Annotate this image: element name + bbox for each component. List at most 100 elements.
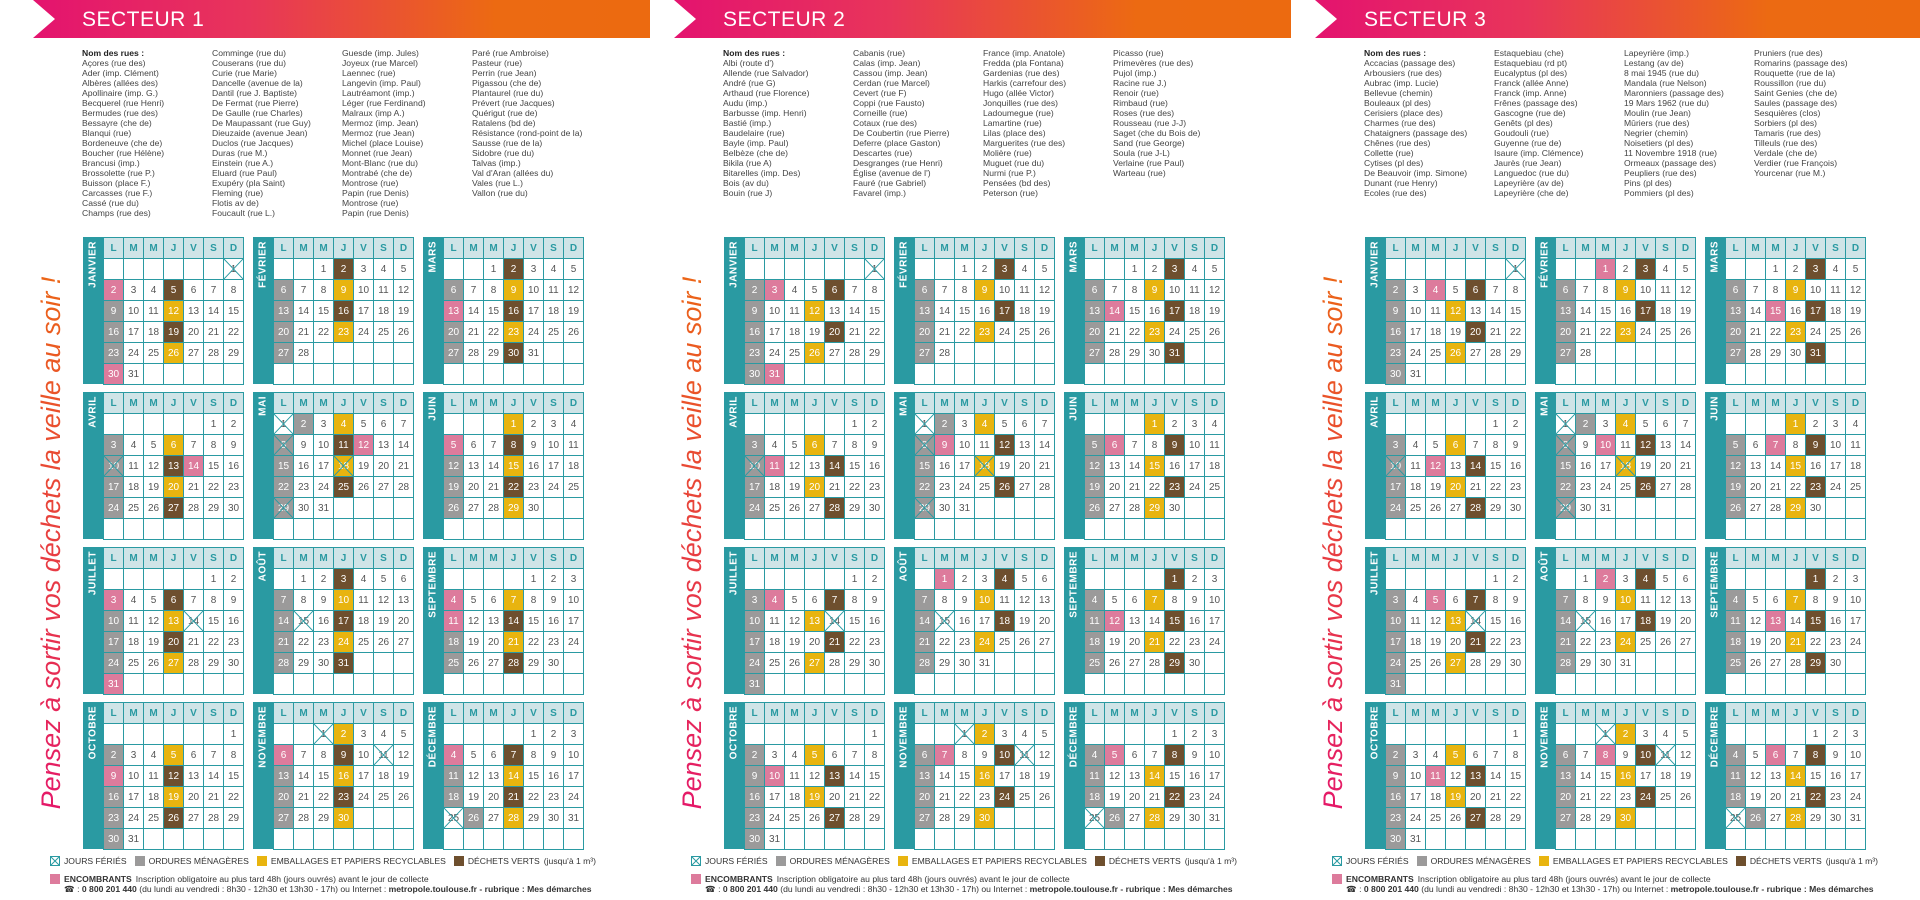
month-mars: MARS L M M J V S D 1 2 3 4 5 6 7 8 9 10 11 12 13 14 15 16 17 18 19… [1064, 237, 1225, 385]
website-link[interactable]: metropole.toulouse.fr - rubrique : Mes d… [388, 884, 592, 894]
empty-cell [163, 363, 183, 384]
empty-cell [393, 807, 413, 828]
month-juin: JUIN L M M J V S D 1 2 3 4 5 6 7 8 9 10 11 12 13 14 15 16 17 18 19… [1064, 392, 1225, 540]
legend: JOURS FÉRIÉS ORDURES MÉNAGÈRES EMBALLAGE… [50, 855, 596, 895]
month-strip [253, 237, 273, 384]
empty-cell [1615, 363, 1635, 384]
website-link[interactable]: metropole.toulouse.fr - rubrique : Mes d… [1670, 884, 1874, 894]
day-cell: 22 [1124, 321, 1144, 342]
day-cell: 25 [1825, 321, 1845, 342]
day-cell: 19 [463, 631, 483, 652]
weekday-header: D [1845, 547, 1865, 568]
weekday-header: J [1144, 547, 1164, 568]
day-cell: 27 [463, 497, 483, 518]
empty-cell [1635, 673, 1655, 694]
day-cell-ordures-menageres: 28 [914, 652, 934, 673]
weekday-header: L [273, 237, 293, 258]
day-cell: 4 [1825, 258, 1845, 279]
website-link[interactable]: metropole.toulouse.fr - rubrique : Mes d… [1029, 884, 1233, 894]
empty-cell [1725, 258, 1745, 279]
day-cell-dechets-verts: 13 [163, 455, 183, 476]
weekday-header: M [784, 237, 804, 258]
weekday-header: D [393, 702, 413, 723]
empty-cell [393, 828, 413, 849]
day-cell-holiday: 8 [914, 434, 934, 455]
day-cell: 19 [1635, 455, 1655, 476]
day-cell-ordures-menageres: 18 [1725, 631, 1745, 652]
empty-cell [373, 342, 393, 363]
day-cell: 13 [1014, 434, 1034, 455]
weekday-header: M [1124, 547, 1144, 568]
month-label: FÉVRIER [894, 237, 914, 384]
day-cell-emballages-recyclables: 13 [1445, 610, 1465, 631]
day-cell: 2 [864, 568, 884, 589]
day-cell: 5 [1034, 258, 1054, 279]
month-label: AVRIL [83, 392, 103, 539]
empty-cell [824, 828, 844, 849]
phone-number[interactable]: 0 800 201 440 [81, 884, 137, 894]
day-cell: 30 [1825, 652, 1845, 673]
empty-cell [1845, 652, 1865, 673]
day-cell: 28 [1104, 342, 1124, 363]
empty-cell [1745, 258, 1765, 279]
day-cell: 20 [824, 786, 844, 807]
day-cell: 19 [1425, 631, 1445, 652]
day-cell: 16 [1184, 765, 1204, 786]
day-cell-ordures-menageres: 3 [744, 589, 764, 610]
day-cell: 12 [393, 744, 413, 765]
empty-cell [994, 828, 1014, 849]
empty-cell [1084, 413, 1104, 434]
day-cell: 4 [1204, 413, 1224, 434]
street-name: Dancelle (avenue de la) [212, 78, 303, 88]
day-cell-dechets-verts: 26 [163, 807, 183, 828]
day-cell: 24 [1204, 631, 1224, 652]
day-cell: 14 [1785, 610, 1805, 631]
legend-green: DÉCHETS VERTS [467, 856, 540, 866]
day-cell: 3 [1184, 413, 1204, 434]
empty-cell [1615, 518, 1635, 539]
phone-icon: ☎ : [64, 884, 82, 894]
month-strip [1365, 237, 1385, 384]
empty-cell [163, 518, 183, 539]
day-cell-emballages-recyclables: 24 [1615, 631, 1635, 652]
streets-heading: Nom des rues : [1364, 48, 1427, 58]
day-cell: 25 [123, 497, 143, 518]
day-cell: 8 [934, 589, 954, 610]
day-cell: 9 [1184, 589, 1204, 610]
weekday-header: M [764, 392, 784, 413]
empty-cell [1465, 828, 1485, 849]
month-février: FÉVRIER L M M J V S D 1 2 3 4 5 6 7 8 9 10 11 12 13 14 15 16 17 1… [1535, 237, 1696, 385]
weekday-header: D [1505, 392, 1525, 413]
day-cell-holiday: 10 [1385, 455, 1405, 476]
empty-cell [804, 518, 824, 539]
legend-household: ORDURES MÉNAGÈRES [148, 856, 249, 866]
day-cell-encombrants: 3 [103, 589, 123, 610]
weekday-header: L [103, 237, 123, 258]
day-cell-ordures-menageres: 2 [1385, 279, 1405, 300]
holiday-cross-icon [314, 724, 333, 744]
day-cell-ordures-menageres: 16 [1385, 786, 1405, 807]
day-cell: 30 [934, 497, 954, 518]
phone-number[interactable]: 0 800 201 440 [1363, 884, 1419, 894]
day-cell: 3 [123, 279, 143, 300]
day-cell: 22 [1805, 631, 1825, 652]
empty-cell [1725, 363, 1745, 384]
empty-cell [103, 413, 123, 434]
weekday-header: S [543, 392, 563, 413]
empty-cell [1555, 568, 1575, 589]
empty-cell [1805, 673, 1825, 694]
day-cell-ordures-menageres: 20 [273, 321, 293, 342]
weekday-header: D [864, 702, 884, 723]
day-cell: 27 [1745, 497, 1765, 518]
day-cell-holiday: 15 [1575, 610, 1595, 631]
day-cell: 25 [1204, 476, 1224, 497]
day-cell: 24 [1845, 786, 1865, 807]
day-cell-dechets-verts: 18 [1635, 610, 1655, 631]
day-cell: 1 [844, 568, 864, 589]
day-cell: 6 [1445, 589, 1465, 610]
weekday-header: J [1785, 237, 1805, 258]
day-cell-dechets-verts: 29 [1164, 652, 1184, 673]
day-cell: 14 [293, 765, 313, 786]
day-cell: 22 [523, 786, 543, 807]
phone-number[interactable]: 0 800 201 440 [722, 884, 778, 894]
